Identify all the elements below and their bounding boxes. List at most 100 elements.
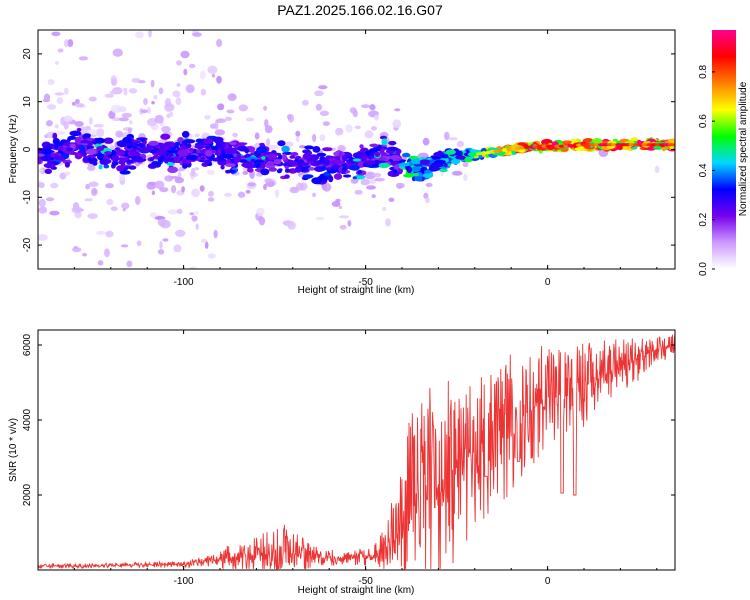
noise-blob xyxy=(87,129,98,136)
ridge-blob xyxy=(434,159,446,165)
noise-blob xyxy=(256,207,265,217)
chart-title: PAZ1.2025.166.02.16.G07 xyxy=(277,2,443,18)
ridge-blob xyxy=(289,155,296,159)
noise-blob xyxy=(45,120,53,127)
ridge-blob xyxy=(372,147,381,152)
spectrogram-blobs xyxy=(38,30,675,269)
noise-blob xyxy=(97,260,104,266)
noise-blob xyxy=(158,87,164,95)
noise-blob xyxy=(315,217,325,221)
noise-blob xyxy=(298,182,308,191)
ridge-blob xyxy=(52,138,60,145)
noise-blob xyxy=(314,90,324,97)
y-tick-label: 10 xyxy=(22,96,33,108)
ridge-blob xyxy=(333,173,343,180)
ridge-blob xyxy=(170,141,175,148)
noise-blob xyxy=(216,38,223,48)
ridge-blob xyxy=(668,139,675,143)
noise-blob xyxy=(456,140,465,148)
ridge-blob xyxy=(174,155,181,163)
ridge-blob xyxy=(393,164,399,171)
ridge-blob xyxy=(335,155,341,160)
noise-blob xyxy=(254,132,260,140)
ridge-blob xyxy=(94,137,105,144)
noise-blob xyxy=(207,169,215,176)
noise-blob xyxy=(46,197,54,202)
ridge-blob xyxy=(450,158,461,165)
noise-blob xyxy=(63,87,69,95)
noise-blob xyxy=(226,109,235,114)
noise-blob xyxy=(214,120,219,130)
noise-blob xyxy=(135,196,141,205)
y-tick-label: 0 xyxy=(22,146,33,152)
noise-blob xyxy=(189,212,194,216)
noise-blob xyxy=(189,63,196,69)
ridge-blob xyxy=(247,167,254,173)
noise-blob xyxy=(38,234,48,241)
noise-blob xyxy=(150,79,155,88)
ridge-blob xyxy=(456,150,463,157)
noise-blob xyxy=(47,79,55,86)
ridge-blob xyxy=(221,150,226,155)
ridge-blob xyxy=(131,156,143,161)
ridge-blob xyxy=(132,139,139,143)
ridge-blob xyxy=(261,156,266,160)
x-tick-label: -100 xyxy=(174,576,194,587)
ridge-blob xyxy=(196,143,204,150)
snr-panel: -100 -50 0 2000 4000 6000 Height of straight … xyxy=(8,329,676,596)
ridge-blob xyxy=(306,151,313,155)
ridge-blob xyxy=(148,140,159,146)
ridge-blob xyxy=(40,155,52,162)
ridge-blob xyxy=(439,168,448,173)
ridge-blob xyxy=(284,165,289,169)
noise-blob xyxy=(38,182,45,189)
noise-blob xyxy=(123,90,128,96)
noise-blob xyxy=(106,198,114,206)
noise-blob xyxy=(189,266,198,269)
ridge-blob xyxy=(357,169,363,175)
ridge-blob xyxy=(256,146,268,154)
ridge-blob xyxy=(398,162,411,167)
ridge-blob xyxy=(278,168,283,172)
ridge-blob xyxy=(157,156,164,163)
noise-blob xyxy=(55,61,59,65)
ridge-blob xyxy=(560,147,569,152)
noise-blob xyxy=(71,101,76,106)
ridge-blob xyxy=(273,158,282,165)
ridge-blob xyxy=(367,154,373,160)
ridge-blob xyxy=(302,153,310,159)
ridge-blob xyxy=(103,137,114,144)
ridge-blob xyxy=(349,164,360,171)
ridge-blob xyxy=(354,174,366,180)
noise-blob xyxy=(295,135,300,143)
noise-blob xyxy=(123,87,128,92)
noise-blob xyxy=(118,117,129,122)
ridge-blob xyxy=(103,164,110,169)
ridge-blob xyxy=(225,147,237,155)
ridge-blob xyxy=(79,139,90,144)
noise-blob xyxy=(151,101,155,105)
noise-blob xyxy=(204,241,209,249)
noise-blob xyxy=(227,93,237,101)
noise-blob xyxy=(79,126,90,135)
ridge-blob xyxy=(334,159,343,164)
noise-blob xyxy=(104,248,110,258)
colorbar-ticks: 0.0 0.2 0.4 0.6 0.8 xyxy=(698,64,715,276)
noise-blob xyxy=(154,114,164,124)
noise-blob xyxy=(150,212,157,218)
colorbar-fill xyxy=(712,30,736,269)
noise-blob xyxy=(347,220,352,227)
ridge-blob xyxy=(365,151,374,156)
noise-blob xyxy=(109,145,115,151)
noise-blob xyxy=(87,213,98,220)
ridge-blob xyxy=(54,142,59,149)
ridge-blob xyxy=(352,158,362,162)
noise-blob xyxy=(128,88,138,94)
noise-blob xyxy=(54,130,66,135)
noise-blob xyxy=(207,253,216,259)
ridge-blob xyxy=(352,176,357,180)
noise-blob xyxy=(75,103,85,108)
y-tick-label: 6000 xyxy=(22,333,33,356)
noise-blob xyxy=(374,177,385,182)
ridge-blob xyxy=(97,153,105,161)
